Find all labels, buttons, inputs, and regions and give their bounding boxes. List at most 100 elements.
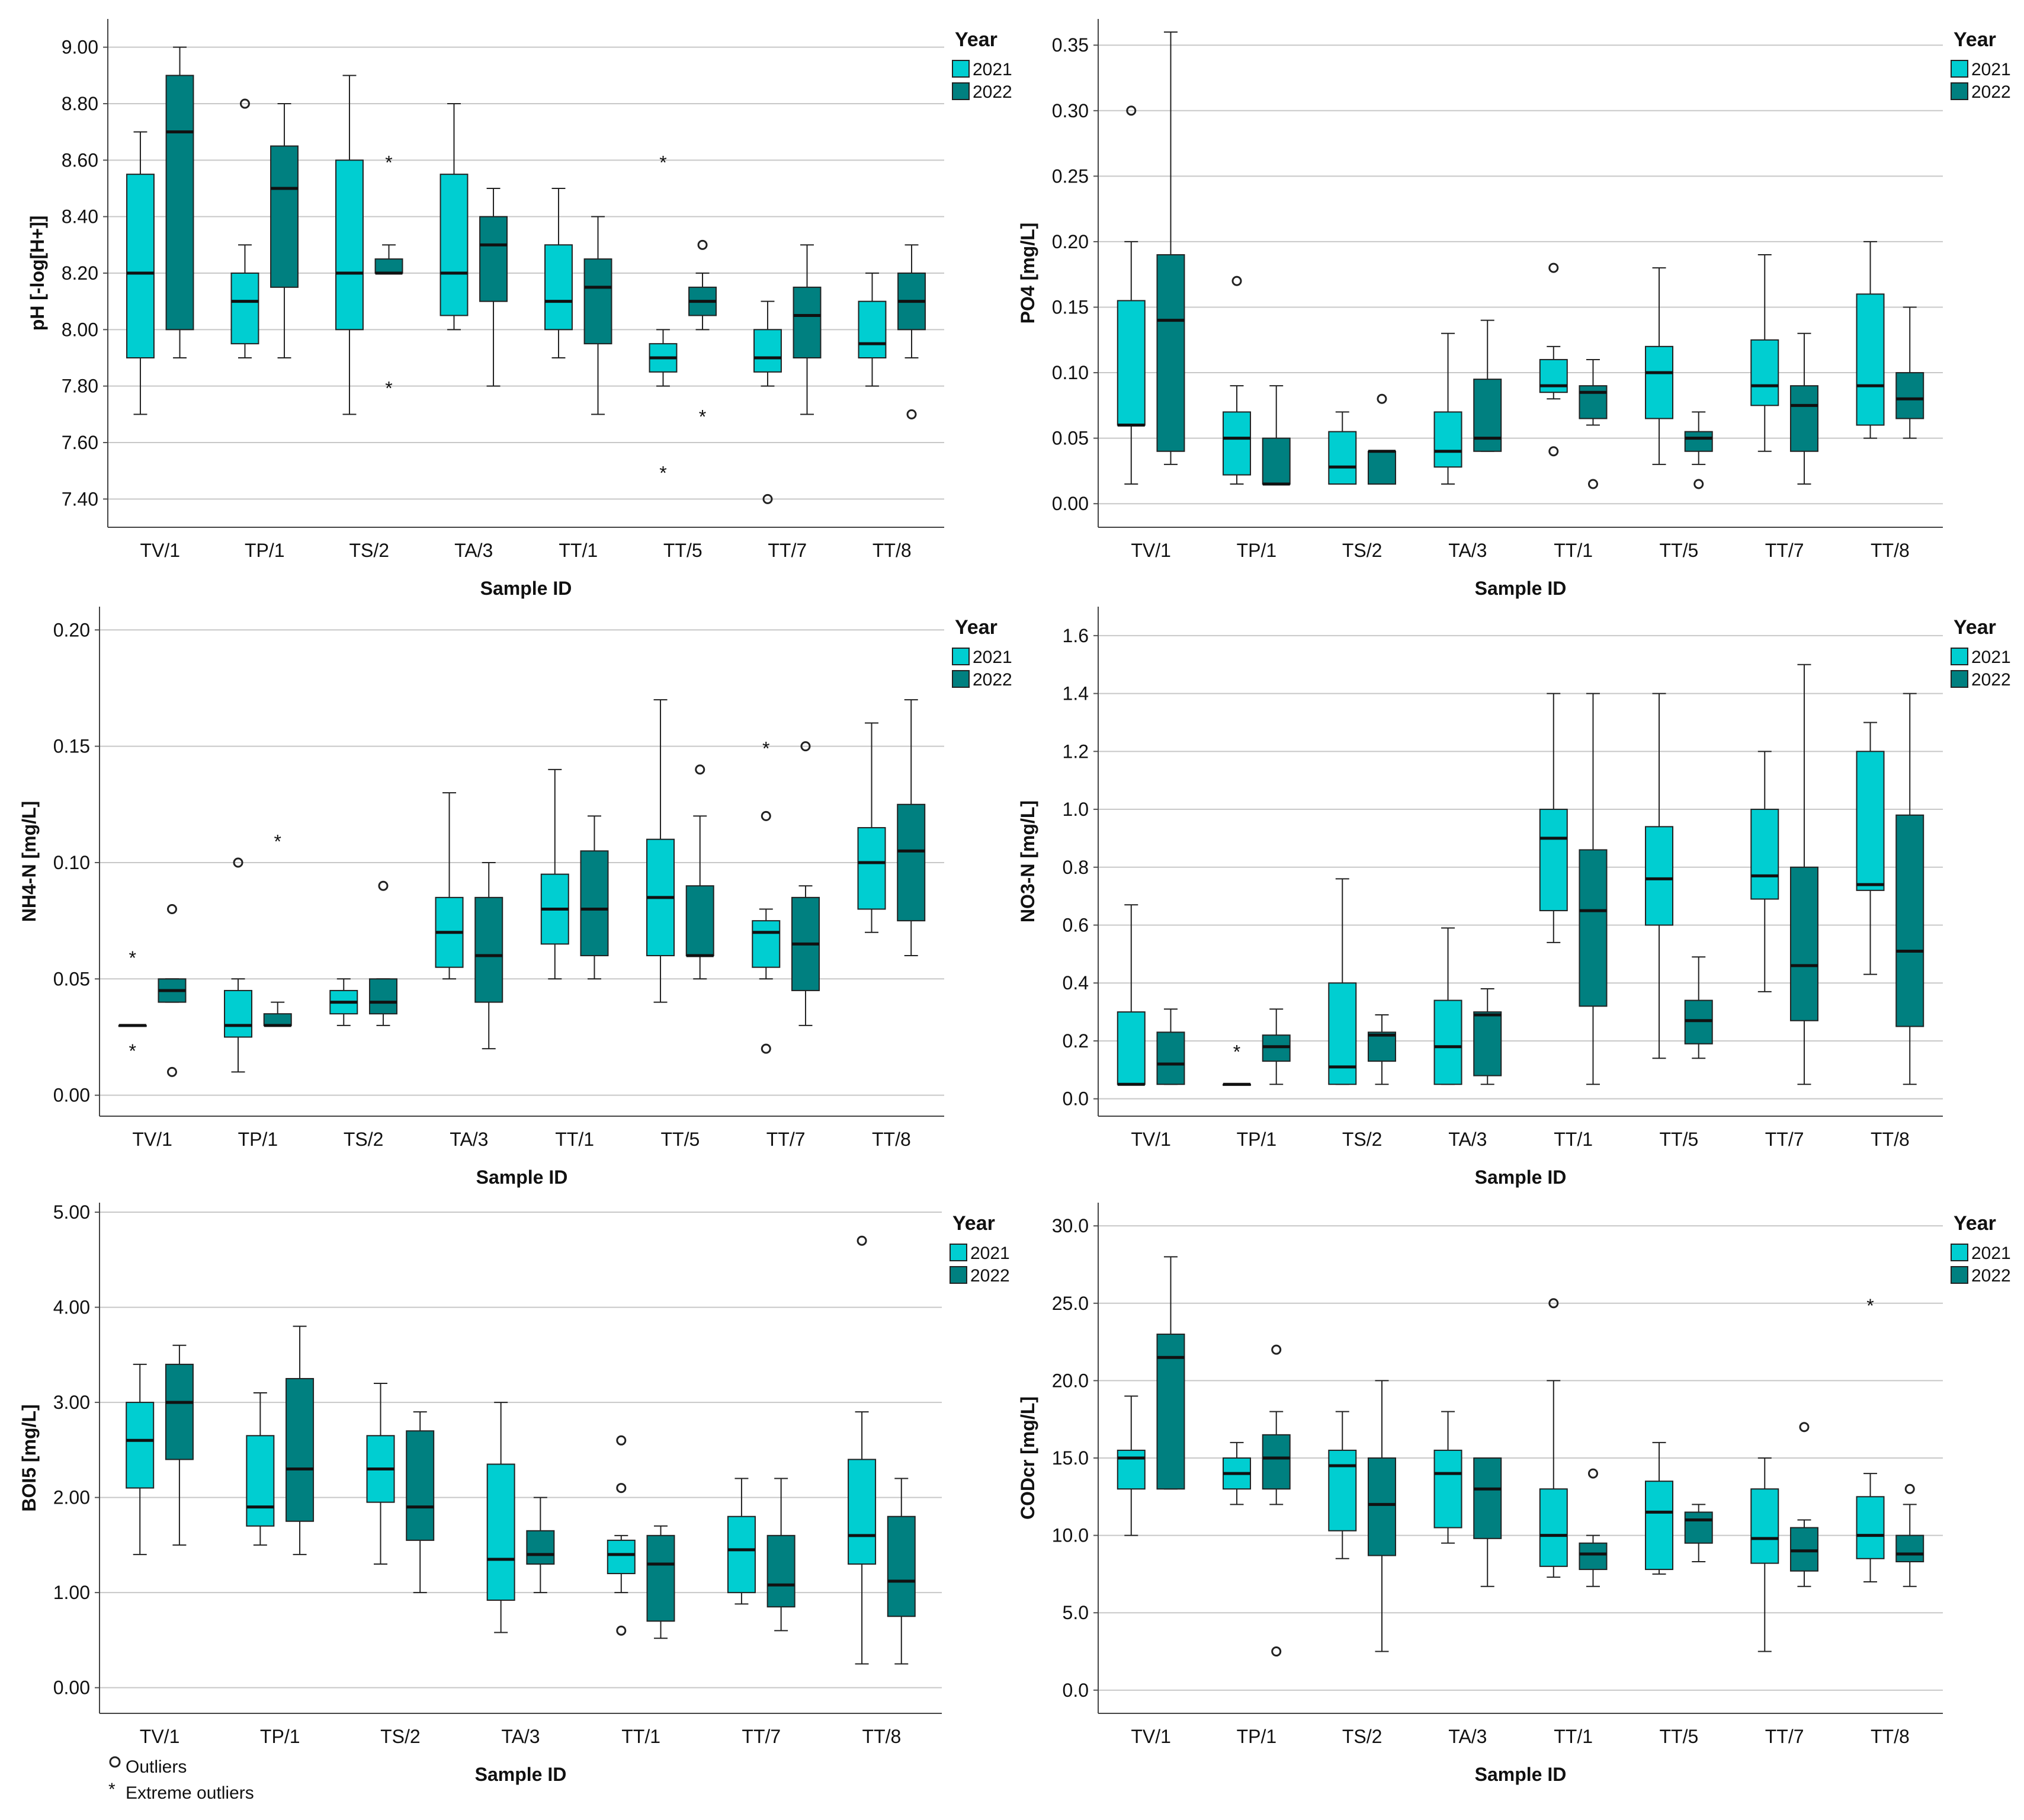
box-iqr	[1435, 1001, 1462, 1085]
box-iqr	[527, 1531, 554, 1564]
y-axis-title: BOI5 [mg/L]	[18, 1404, 40, 1511]
box-iqr	[246, 1436, 274, 1526]
outlier-point	[1550, 447, 1558, 456]
box-iqr	[1329, 1450, 1356, 1531]
box-iqr	[376, 259, 403, 273]
box-series-2021	[127, 132, 154, 415]
box-iqr	[487, 1464, 515, 1600]
box-iqr	[1368, 1458, 1396, 1556]
x-tick-label: TP/1	[1237, 540, 1277, 561]
box-series-2022	[1896, 694, 1923, 1085]
box-series-2022	[1263, 1345, 1290, 1655]
box-series-2022	[1474, 989, 1501, 1084]
box-iqr	[1857, 751, 1884, 890]
extreme-legend-marker: *	[108, 1780, 116, 1799]
x-tick-label: TA/3	[1448, 540, 1487, 561]
box-iqr	[166, 75, 194, 329]
legend-label: 2021	[970, 1244, 1010, 1263]
x-tick-label: TA/3	[1448, 1129, 1487, 1150]
outlier-point	[1589, 480, 1597, 488]
x-tick-label: TT/7	[1765, 1129, 1804, 1150]
box-iqr	[1751, 1489, 1778, 1563]
box-series-2021	[1540, 264, 1567, 456]
box-series-2022	[527, 1498, 554, 1593]
extreme-point: *	[699, 406, 706, 427]
outlier-point	[379, 882, 387, 890]
outlier-point	[168, 905, 176, 914]
legend-swatch	[1951, 60, 1968, 77]
y-tick-label: 8.40	[62, 206, 98, 228]
outlier-point	[1272, 1648, 1281, 1656]
box-series-2022	[898, 245, 925, 418]
box-iqr	[1157, 1032, 1184, 1084]
box-series-2021	[441, 104, 468, 329]
box-iqr	[752, 921, 780, 967]
y-tick-label: 9.00	[62, 37, 98, 58]
box-iqr	[728, 1517, 755, 1592]
y-tick-label: 30.0	[1052, 1215, 1089, 1236]
box-series-2021	[608, 1436, 635, 1635]
legend-title: Year	[1954, 28, 1996, 51]
box-series-2022	[1157, 32, 1184, 464]
box-series-2022	[1791, 1423, 1818, 1587]
box-iqr	[1857, 294, 1884, 425]
y-tick-label: 20.0	[1052, 1370, 1089, 1391]
box-iqr	[1435, 1450, 1462, 1528]
legend-swatch	[1951, 1244, 1968, 1261]
x-tick-label: TT/8	[872, 1129, 911, 1150]
box-series-2021	[859, 273, 886, 386]
box-iqr	[1118, 300, 1145, 425]
box-series-2022	[647, 1526, 674, 1638]
extreme-point: *	[385, 378, 392, 399]
box-iqr	[1118, 1012, 1145, 1084]
box-series-2022	[1579, 360, 1606, 488]
y-tick-label: 7.40	[62, 488, 98, 510]
legend-label: 2021	[973, 60, 1012, 79]
box-iqr	[545, 245, 572, 329]
box-iqr	[1540, 809, 1567, 911]
y-tick-label: 0.00	[1052, 493, 1089, 514]
x-tick-label: TT/8	[1871, 1129, 1910, 1150]
box-iqr	[286, 1379, 313, 1521]
y-tick-label: 0.2	[1063, 1030, 1089, 1052]
boxplot-figure: Outliers * Extreme outliers 7.407.607.80…	[0, 0, 2024, 1820]
y-tick-label: 1.6	[1063, 625, 1089, 646]
x-tick-label: TS/2	[1342, 540, 1383, 561]
x-tick-label: TP/1	[245, 540, 285, 561]
box-iqr	[1435, 412, 1462, 467]
x-tick-label: TA/3	[1448, 1726, 1487, 1747]
box-series-2022: **	[376, 152, 403, 399]
box-series-2022	[166, 1345, 193, 1545]
y-tick-label: 7.80	[62, 376, 98, 397]
box-iqr	[1329, 983, 1356, 1084]
box-series-2021	[1118, 1396, 1145, 1536]
extreme-point: *	[1866, 1295, 1874, 1316]
box-series-2022	[1896, 307, 1923, 438]
outlier-point	[168, 1068, 176, 1076]
outlier-point	[907, 410, 916, 418]
box-iqr	[406, 1431, 434, 1540]
box-iqr	[794, 287, 821, 358]
box-series-2021	[1329, 1412, 1356, 1559]
box-series-2021	[1645, 694, 1673, 1059]
box-series-2021	[1540, 694, 1567, 943]
y-tick-label: 1.2	[1063, 741, 1089, 762]
box-iqr	[232, 273, 259, 344]
y-tick-label: 0.0	[1063, 1680, 1089, 1701]
x-tick-label: TP/1	[238, 1129, 278, 1150]
box-series-2022	[1157, 1257, 1184, 1489]
box-iqr	[1368, 451, 1396, 484]
box-iqr	[271, 146, 298, 287]
box-iqr	[859, 302, 886, 358]
box-iqr	[1579, 1543, 1606, 1569]
y-tick-label: 7.60	[62, 432, 98, 453]
box-series-2021	[848, 1236, 875, 1664]
y-tick-label: 0.20	[53, 619, 90, 640]
y-tick-label: 8.60	[62, 149, 98, 171]
box-series-2021	[1118, 107, 1145, 484]
box-series-2021: *	[752, 738, 780, 1053]
legend-title: Year	[955, 28, 997, 51]
outlier-point	[617, 1626, 626, 1635]
x-tick-label: TT/1	[559, 540, 598, 561]
box-iqr	[1685, 1512, 1712, 1543]
